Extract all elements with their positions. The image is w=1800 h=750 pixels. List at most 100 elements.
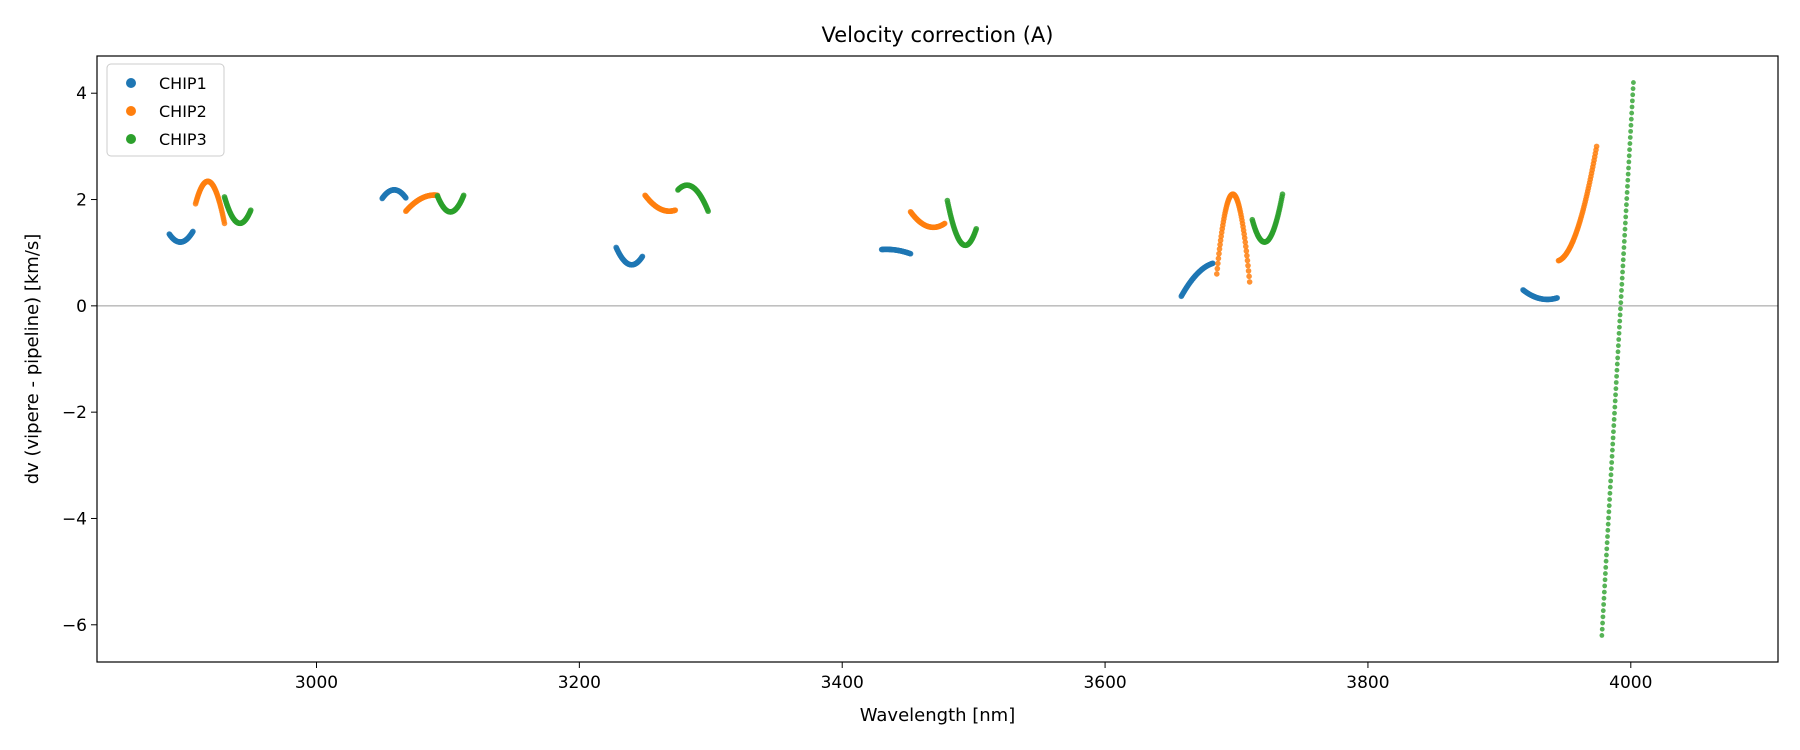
data-point xyxy=(1600,608,1606,614)
data-point xyxy=(190,228,196,235)
data-point xyxy=(1601,602,1607,607)
x-tick-label: 3600 xyxy=(1083,673,1126,693)
data-point xyxy=(1601,589,1607,595)
legend-label: CHIP2 xyxy=(159,102,207,121)
data-point xyxy=(1245,268,1252,274)
y-tick-label: −4 xyxy=(62,509,87,529)
data-point xyxy=(1623,208,1629,214)
data-point xyxy=(672,207,679,213)
data-point xyxy=(1621,251,1627,257)
legend-marker xyxy=(126,134,136,144)
data-point xyxy=(1609,453,1615,459)
data-point xyxy=(1217,241,1223,248)
data-point xyxy=(1241,235,1248,241)
data-point xyxy=(1625,183,1630,189)
data-point xyxy=(247,207,254,213)
data-point xyxy=(1242,239,1249,245)
data-point xyxy=(1600,614,1606,620)
data-point xyxy=(1620,257,1626,263)
data-point xyxy=(1213,271,1220,277)
data-point xyxy=(1216,246,1223,252)
data-point xyxy=(1603,564,1609,570)
data-point xyxy=(221,220,228,227)
data-point xyxy=(1604,540,1610,546)
data-point xyxy=(1622,232,1628,238)
data-point xyxy=(1599,633,1605,638)
data-point xyxy=(1210,260,1216,267)
data-point xyxy=(1627,135,1633,140)
data-point xyxy=(1606,515,1611,521)
data-point xyxy=(1605,521,1611,527)
legend-label: CHIP3 xyxy=(159,130,207,149)
data-point xyxy=(1612,398,1618,404)
data-point xyxy=(1614,373,1620,379)
data-point xyxy=(1602,571,1608,576)
data-point xyxy=(1243,243,1249,250)
data-point xyxy=(1613,386,1619,392)
data-point xyxy=(1622,220,1628,226)
legend-box xyxy=(106,63,225,157)
series-chip2 xyxy=(192,143,1600,285)
data-point xyxy=(1621,239,1627,244)
data-point xyxy=(1626,153,1632,159)
data-point xyxy=(1611,429,1616,435)
data-point xyxy=(1617,324,1622,330)
data-point xyxy=(1246,273,1252,280)
data-point xyxy=(1607,484,1613,490)
data-point xyxy=(1215,260,1221,267)
data-point xyxy=(403,195,409,201)
data-point xyxy=(1279,191,1286,198)
data-point xyxy=(1602,583,1608,589)
x-tick-label: 4000 xyxy=(1609,673,1652,693)
x-tick-label: 3000 xyxy=(295,673,338,693)
y-axis-ticks: −6 −4 −2 0 2 4 xyxy=(62,84,97,636)
legend: CHIP1 CHIP2 CHIP3 xyxy=(106,63,225,157)
data-point xyxy=(460,192,467,199)
data-point xyxy=(1612,404,1618,410)
data-point xyxy=(1614,361,1620,367)
data-point xyxy=(1626,159,1632,165)
y-tick-label: 0 xyxy=(76,297,87,317)
data-point xyxy=(1617,312,1623,318)
data-point xyxy=(1618,300,1624,306)
data-point xyxy=(1593,143,1600,150)
plot-area xyxy=(97,80,1778,638)
data-point xyxy=(1615,355,1621,361)
data-point xyxy=(907,250,914,257)
data-point xyxy=(1613,392,1618,398)
data-point xyxy=(1612,410,1617,416)
data-point xyxy=(973,225,980,232)
data-point xyxy=(639,253,646,260)
y-tick-label: 2 xyxy=(76,191,87,211)
data-point xyxy=(1611,417,1617,422)
data-point xyxy=(1244,252,1250,259)
data-point xyxy=(1628,116,1634,122)
data-point xyxy=(1599,626,1605,632)
x-axis-ticks: 3000 3200 3400 3600 3800 4000 xyxy=(295,662,1652,693)
data-point xyxy=(1626,165,1631,171)
x-tick-label: 3200 xyxy=(558,673,601,693)
x-axis-label: Wavelength [nm] xyxy=(860,705,1016,726)
data-point xyxy=(1625,171,1631,177)
data-point xyxy=(1607,497,1612,502)
data-point xyxy=(1610,441,1616,447)
data-point xyxy=(1615,343,1621,349)
series-chip3 xyxy=(221,80,1636,638)
data-point xyxy=(1616,337,1622,342)
data-point xyxy=(1605,534,1610,539)
data-point xyxy=(1628,122,1634,128)
data-point xyxy=(1629,98,1635,104)
data-point xyxy=(1622,226,1628,232)
data-point xyxy=(1613,380,1619,385)
data-point xyxy=(1618,306,1623,312)
data-point xyxy=(1624,202,1629,208)
data-point xyxy=(1607,490,1613,496)
data-point xyxy=(1617,318,1623,324)
data-point xyxy=(1618,294,1624,299)
data-points xyxy=(166,80,1636,638)
data-point xyxy=(1600,620,1605,626)
chart-title: Velocity correction (A) xyxy=(821,23,1053,47)
data-point xyxy=(1610,435,1616,441)
data-point xyxy=(1624,190,1630,195)
data-point xyxy=(1606,509,1612,515)
